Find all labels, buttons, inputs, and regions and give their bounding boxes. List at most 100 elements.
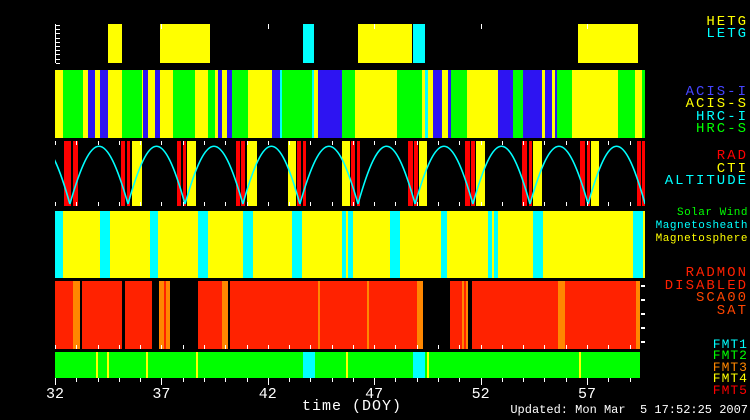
x-minor-tick <box>203 141 205 145</box>
instruments-segment <box>143 70 148 138</box>
x-minor-tick <box>140 141 142 145</box>
instruments-segment <box>195 70 208 138</box>
x-minor-tick <box>565 345 567 349</box>
instruments-segment <box>248 70 272 138</box>
x-minor-tick <box>118 378 120 382</box>
regions-segment <box>292 211 303 278</box>
x-minor-tick <box>459 345 461 349</box>
x-minor-tick <box>118 141 120 145</box>
x-minor-tick <box>267 202 269 206</box>
x-minor-tick <box>55 141 56 145</box>
x-major-tick <box>161 378 163 385</box>
orbit-segment <box>465 141 470 206</box>
radmon-segment <box>82 281 122 349</box>
radmon-segment <box>558 281 566 349</box>
band-label-fmt3: FMT3 <box>712 359 748 375</box>
band-label-sca00: SCA00 <box>695 290 748 307</box>
orbit-segment <box>186 141 197 206</box>
band-label-solar-wind: Solar Wind <box>676 207 748 219</box>
band-label-fmt1: FMT1 <box>712 337 748 352</box>
instruments-segment <box>552 70 556 138</box>
band-label-magnetosphere: Magnetosphere <box>655 233 748 245</box>
x-minor-tick <box>182 345 184 349</box>
radmon-segment <box>368 281 417 349</box>
x-major-tick-top <box>267 24 269 29</box>
instruments-segment <box>159 70 173 138</box>
instruments-segment <box>232 70 248 138</box>
regions-segment <box>242 211 253 278</box>
regions-segment <box>198 211 208 278</box>
instruments-segment <box>99 70 108 138</box>
radmon-segment <box>464 281 466 349</box>
orbit-segment <box>641 141 645 206</box>
formats-segment <box>578 352 581 378</box>
x-major-tick-top <box>161 24 163 29</box>
x-minor-tick <box>459 378 461 382</box>
x-minor-tick <box>225 345 227 349</box>
x-minor-tick <box>587 141 588 145</box>
radmon-segment <box>229 281 318 349</box>
regions-segment <box>149 211 158 278</box>
x-minor-tick <box>629 141 631 145</box>
x-minor-tick <box>76 141 78 145</box>
x-minor-tick <box>246 141 248 145</box>
x-minor-tick <box>395 141 397 145</box>
gratings-segment <box>302 24 314 63</box>
x-minor-tick <box>97 345 99 349</box>
x-minor-tick <box>608 345 610 349</box>
regions-segment <box>494 211 498 278</box>
radmon-segment <box>417 281 423 349</box>
x-minor-tick <box>97 378 99 382</box>
band-label-hrc-s: HRC-S <box>695 121 748 138</box>
orbit-segment <box>73 141 78 206</box>
x-major-tick-top <box>480 24 482 29</box>
x-minor-tick <box>352 378 354 382</box>
formats-segment <box>345 352 348 378</box>
x-tick-label: 47 <box>365 386 384 403</box>
orbit-segment <box>471 141 475 206</box>
x-minor-tick <box>587 345 588 349</box>
band-label-fmt2: FMT2 <box>712 348 748 364</box>
y-axis-line <box>55 24 56 63</box>
x-minor-tick <box>629 378 631 382</box>
instruments-segment <box>222 70 227 138</box>
x-minor-tick <box>76 378 78 382</box>
band-instruments <box>55 70 645 138</box>
x-minor-tick <box>246 345 248 349</box>
orbit-segment <box>176 141 181 206</box>
instruments-segment <box>312 70 314 138</box>
regions-segment <box>342 211 347 278</box>
y-minor-tick-right <box>641 327 645 329</box>
x-minor-tick <box>523 141 525 145</box>
radmon-segment <box>198 281 222 349</box>
instruments-segment <box>155 70 160 138</box>
x-minor-tick <box>544 378 546 382</box>
gratings-segment <box>358 24 412 63</box>
y-minor-tick-right <box>641 285 645 287</box>
instruments-segment <box>451 70 467 138</box>
instruments-segment <box>55 70 64 138</box>
x-minor-tick <box>565 202 567 206</box>
label-group-gratings: HETG LETG <box>618 15 748 41</box>
regions-segment <box>532 211 543 278</box>
instruments-segment <box>279 70 282 138</box>
x-minor-tick <box>374 345 376 349</box>
x-minor-tick <box>182 202 184 206</box>
x-minor-tick <box>501 345 503 349</box>
instruments-segment <box>215 70 218 138</box>
x-minor-tick <box>225 202 227 206</box>
x-minor-tick <box>438 202 440 206</box>
x-minor-tick <box>629 345 631 349</box>
instruments-segment <box>397 70 423 138</box>
orbit-segment <box>356 141 360 206</box>
x-major-tick <box>587 378 588 385</box>
y-minor-tick <box>56 25 60 26</box>
x-minor-tick <box>374 141 376 145</box>
band-label-radmon: RADMON <box>685 265 748 281</box>
x-minor-tick <box>587 202 588 206</box>
x-minor-tick <box>161 202 163 206</box>
band-label-rad: RAD <box>716 148 748 164</box>
instruments-segment <box>545 70 553 138</box>
x-minor-tick <box>331 345 333 349</box>
label-group-orbit: RAD CTI ALTITUDE <box>618 148 748 188</box>
